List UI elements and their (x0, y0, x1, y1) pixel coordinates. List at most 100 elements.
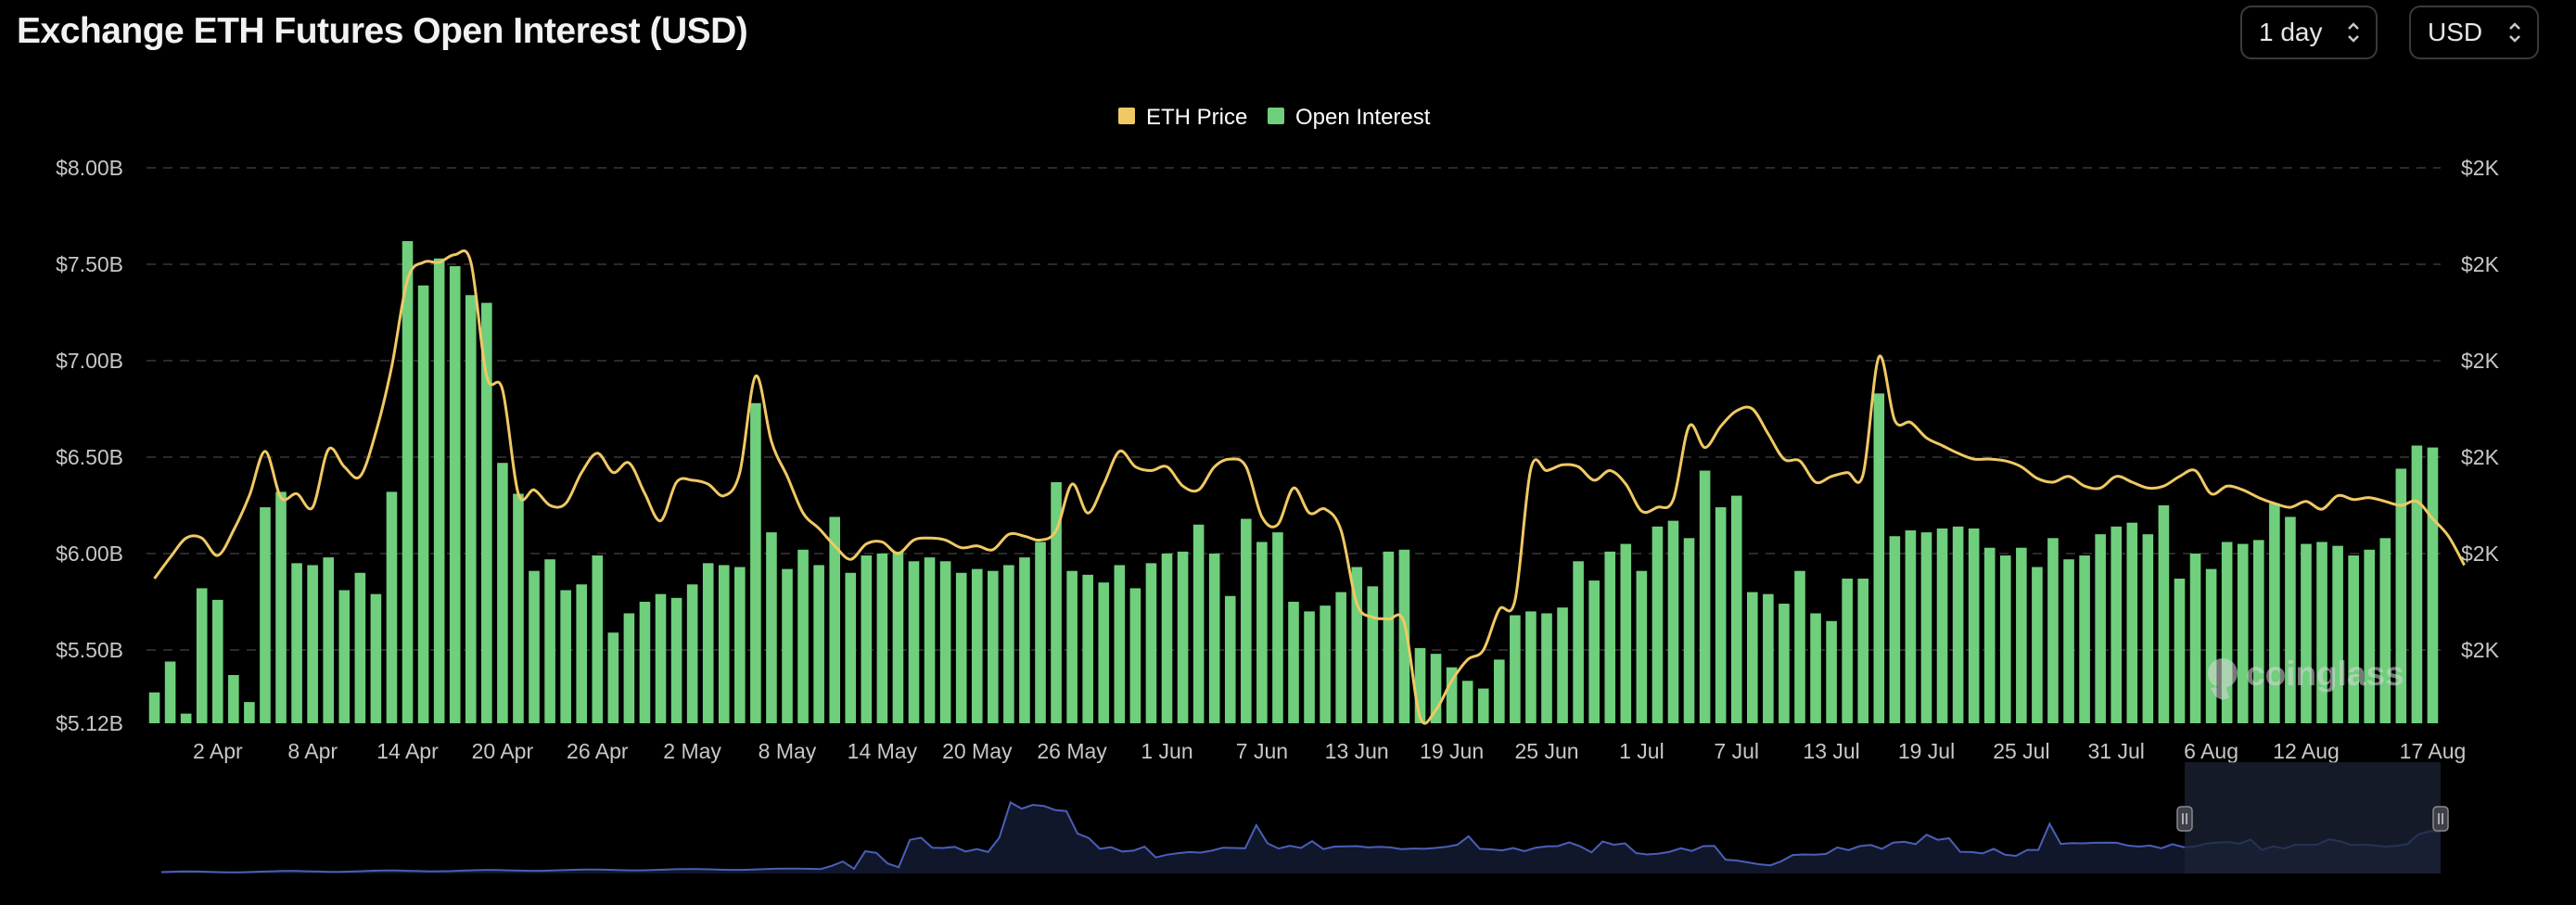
open-interest-bar[interactable] (529, 570, 540, 723)
open-interest-bar[interactable] (465, 295, 477, 723)
open-interest-bar[interactable] (686, 584, 698, 723)
open-interest-bar[interactable] (1842, 579, 1853, 723)
open-interest-bar[interactable] (338, 590, 351, 723)
open-interest-bar[interactable] (1272, 532, 1283, 723)
open-interest-bar[interactable] (1651, 526, 1664, 723)
open-interest-bar[interactable] (718, 565, 730, 723)
open-interest-bar[interactable] (2047, 538, 2059, 723)
open-interest-bar[interactable] (1129, 588, 1141, 723)
open-interest-bar[interactable] (1208, 553, 1220, 723)
open-interest-bar[interactable] (2174, 579, 2186, 723)
open-interest-bar[interactable] (670, 597, 682, 723)
open-interest-bar[interactable] (228, 675, 239, 723)
open-interest-bar[interactable] (1477, 688, 1489, 723)
open-interest-bar[interactable] (1051, 482, 1062, 723)
open-interest-bar[interactable] (2063, 559, 2074, 723)
open-interest-bar[interactable] (1304, 611, 1315, 723)
open-interest-bar[interactable] (1351, 567, 1363, 723)
open-interest-bar[interactable] (924, 557, 936, 723)
open-interest-bar[interactable] (1952, 526, 1964, 723)
open-interest-bar[interactable] (2411, 445, 2423, 724)
open-interest-bar[interactable] (1873, 393, 1885, 723)
open-interest-bar[interactable] (148, 692, 160, 723)
open-interest-bar[interactable] (1256, 542, 1268, 723)
open-interest-bar[interactable] (1557, 607, 1568, 723)
open-interest-bar[interactable] (354, 572, 366, 723)
open-interest-bar[interactable] (513, 493, 524, 724)
open-interest-bar[interactable] (1430, 654, 1442, 723)
open-interest-bar[interactable] (988, 570, 999, 723)
open-interest-bar[interactable] (576, 584, 588, 723)
open-interest-bar[interactable] (211, 599, 223, 723)
open-interest-bar[interactable] (734, 567, 746, 723)
open-interest-bar[interactable] (1414, 647, 1426, 723)
open-interest-bar[interactable] (164, 661, 176, 723)
open-interest-bar[interactable] (876, 553, 888, 723)
open-interest-bar[interactable] (829, 516, 840, 723)
open-interest-bar[interactable] (2316, 542, 2327, 723)
open-interest-bar[interactable] (481, 302, 492, 723)
open-interest-bar[interactable] (2032, 567, 2043, 723)
open-interest-bar[interactable] (2269, 503, 2280, 723)
open-interest-bar[interactable] (1383, 551, 1395, 723)
open-interest-bar[interactable] (433, 258, 445, 723)
open-interest-bar[interactable] (1066, 570, 1078, 723)
open-interest-bar[interactable] (449, 266, 461, 723)
open-interest-bar[interactable] (386, 491, 398, 723)
open-interest-bar[interactable] (323, 557, 335, 723)
open-interest-bar[interactable] (592, 555, 604, 723)
open-interest-bar[interactable] (1905, 530, 1917, 723)
open-interest-bar[interactable] (1636, 570, 1648, 723)
open-interest-bar[interactable] (1241, 518, 1252, 723)
open-interest-bar[interactable] (1541, 613, 1552, 723)
open-interest-bar[interactable] (1810, 613, 1821, 723)
open-interest-bar[interactable] (861, 555, 873, 723)
open-interest-bar[interactable] (702, 563, 714, 723)
open-interest-bar[interactable] (2395, 468, 2407, 723)
open-interest-bar[interactable] (1889, 536, 1901, 723)
open-interest-bar[interactable] (2095, 534, 2106, 723)
open-interest-bar[interactable] (1035, 542, 1046, 723)
open-interest-bar[interactable] (1826, 620, 1837, 723)
open-interest-bar[interactable] (1510, 615, 1521, 723)
legend-item-eth-price[interactable]: ETH Price (1118, 105, 1247, 130)
open-interest-bar[interactable] (1763, 593, 1774, 723)
open-interest-bar[interactable] (655, 593, 667, 723)
open-interest-bar[interactable] (1398, 549, 1410, 723)
open-interest-bar[interactable] (1683, 538, 1695, 723)
legend-item-open-interest[interactable]: Open Interest (1268, 105, 1431, 130)
open-interest-bar[interactable] (1525, 611, 1537, 723)
open-interest-bar[interactable] (1620, 543, 1632, 723)
open-interest-bar[interactable] (1335, 592, 1346, 723)
open-interest-bar[interactable] (2237, 543, 2249, 723)
open-interest-bar[interactable] (1192, 524, 1205, 723)
open-interest-bar[interactable] (1161, 553, 1173, 723)
open-interest-bar[interactable] (2079, 555, 2090, 723)
open-interest-bar[interactable] (2252, 540, 2264, 723)
open-interest-bar[interactable] (939, 561, 951, 723)
open-interest-bar[interactable] (1968, 528, 1980, 723)
open-interest-bar[interactable] (2158, 504, 2170, 723)
open-interest-bar[interactable] (1794, 570, 1805, 723)
open-interest-bar[interactable] (750, 402, 761, 723)
open-interest-bar[interactable] (244, 702, 255, 723)
open-interest-bar[interactable] (1114, 565, 1126, 723)
open-interest-bar[interactable] (180, 713, 192, 723)
open-interest-bar[interactable] (1573, 561, 1584, 723)
open-interest-bar[interactable] (2332, 545, 2343, 723)
open-interest-bar[interactable] (955, 572, 967, 723)
open-interest-bar[interactable] (607, 632, 619, 723)
open-interest-bar[interactable] (623, 613, 635, 723)
open-interest-bar[interactable] (2301, 543, 2312, 723)
open-interest-bar[interactable] (1588, 580, 1600, 723)
open-interest-bar[interactable] (1983, 547, 1996, 723)
open-interest-bar[interactable] (1177, 551, 1189, 723)
open-interest-bar[interactable] (845, 572, 857, 723)
open-interest-bar[interactable] (1082, 574, 1093, 723)
open-interest-bar[interactable] (275, 491, 287, 723)
open-interest-bar[interactable] (2379, 538, 2391, 723)
open-interest-bar[interactable] (370, 593, 382, 723)
open-interest-bar[interactable] (2364, 549, 2376, 723)
navigator-right-handle[interactable] (2432, 806, 2449, 832)
open-interest-bar[interactable] (1098, 582, 1110, 723)
